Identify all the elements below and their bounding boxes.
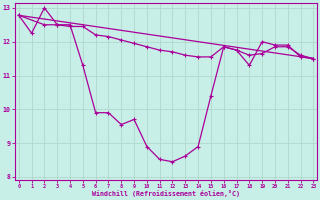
X-axis label: Windchill (Refroidissement éolien,°C): Windchill (Refroidissement éolien,°C) <box>92 190 240 197</box>
